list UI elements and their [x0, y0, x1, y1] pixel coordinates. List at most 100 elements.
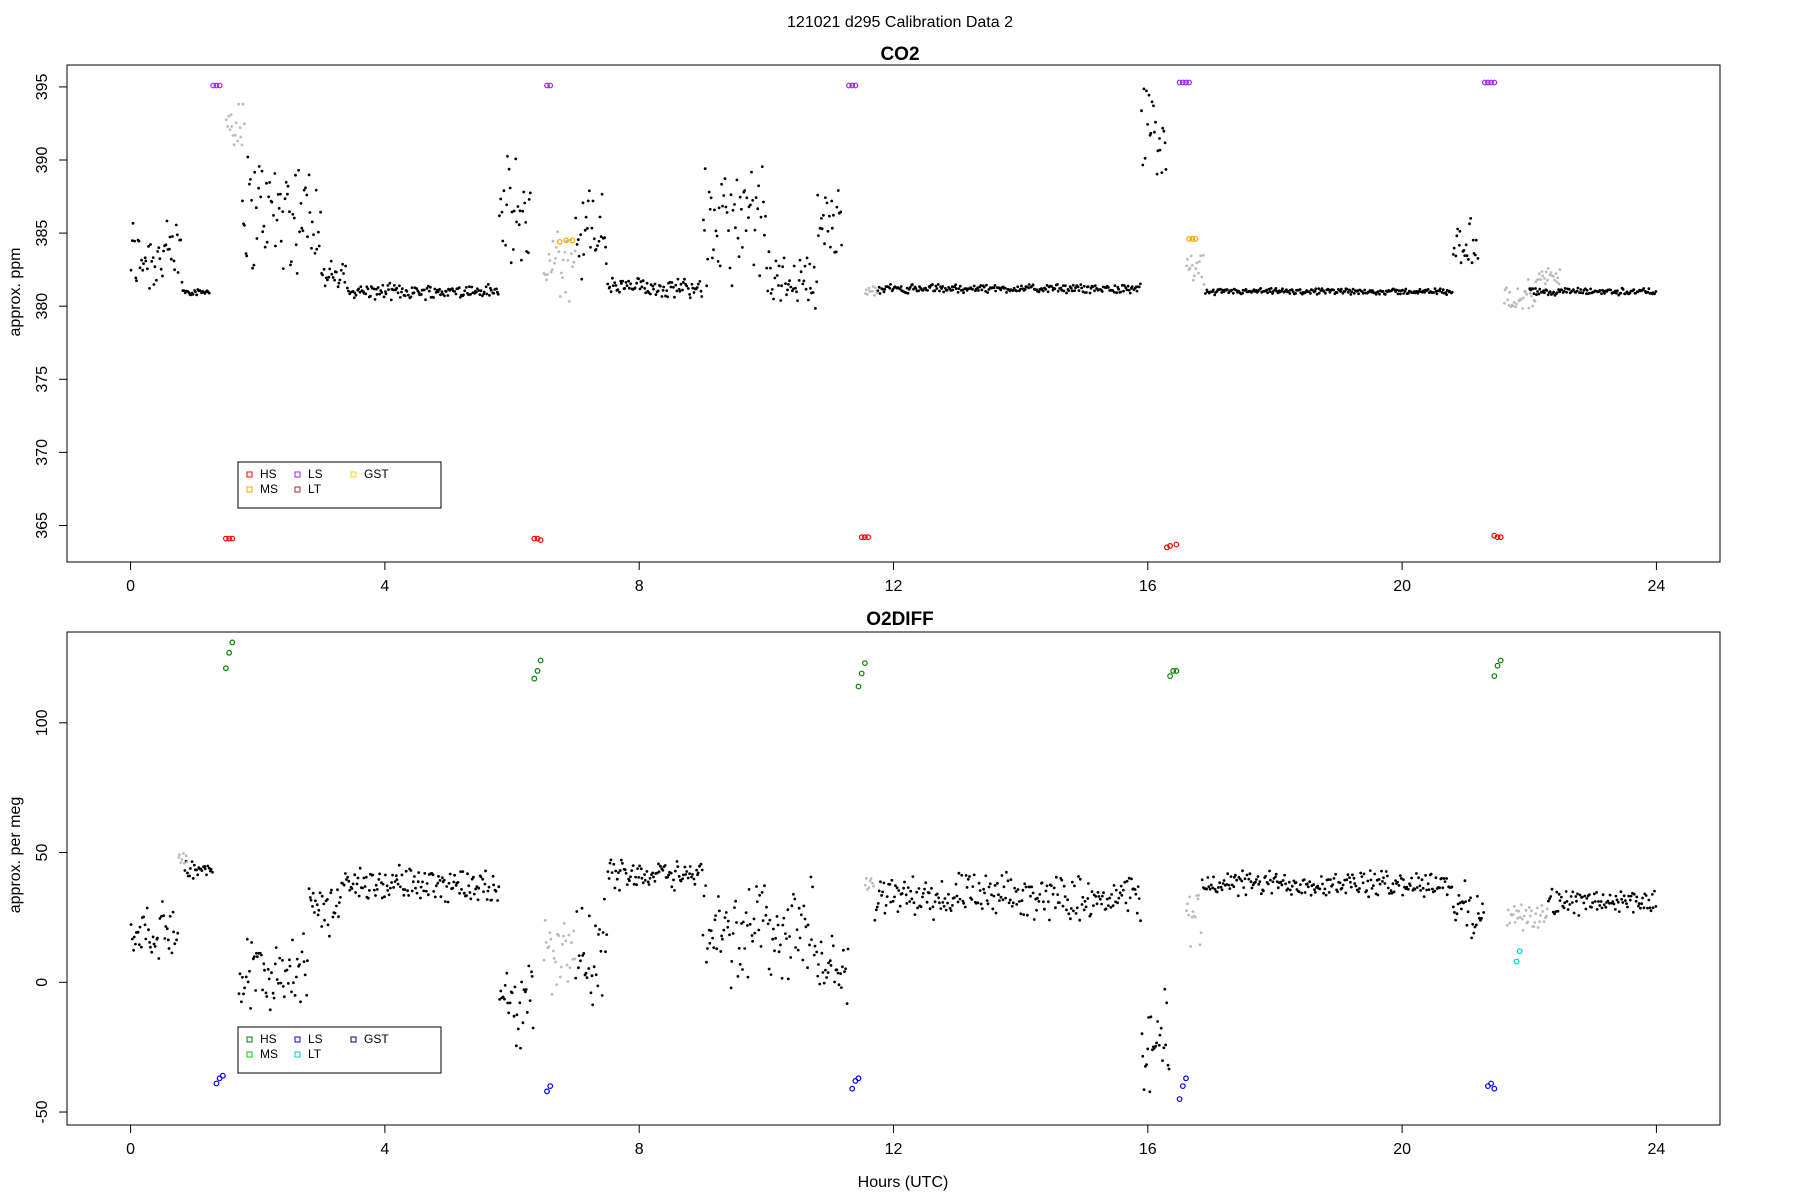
co2-data-point: [1127, 288, 1131, 292]
o2diff-data-point: [1185, 909, 1188, 913]
o2diff-data-point: [1381, 880, 1384, 883]
co2-data-point: [1327, 288, 1331, 292]
o2diff-data-point: [182, 852, 185, 855]
co2-data-point: [1397, 289, 1401, 292]
o2diff-hs-point: [1173, 668, 1180, 674]
o2diff-data-point: [1508, 921, 1512, 925]
o2diff-data-point: [1336, 890, 1339, 894]
o2diff-data-point: [345, 878, 348, 881]
o2diff-data-point: [1042, 900, 1045, 904]
co2-data-point: [1204, 292, 1207, 295]
co2-data-point: [191, 293, 195, 296]
o2diff-data-point: [485, 898, 489, 901]
co2-data-point: [527, 198, 531, 201]
co2-data-point: [1122, 289, 1125, 293]
o2diff-data-point: [1521, 928, 1525, 932]
o2diff-data-point: [1279, 880, 1283, 884]
co2-data-point: [1082, 284, 1086, 288]
o2diff-data-point: [1280, 883, 1284, 887]
o2diff-ls-point: [219, 1072, 226, 1079]
co2-data-point: [1598, 289, 1602, 292]
o2diff-data-point: [438, 879, 442, 882]
co2-data-point: [738, 195, 742, 199]
co2-data-point: [1548, 290, 1552, 294]
o2diff-data-point: [883, 911, 887, 915]
o2diff-data-point: [1574, 895, 1578, 898]
co2-data-point: [1311, 288, 1314, 292]
co2-data-point: [1470, 261, 1474, 265]
co2-data-point: [551, 239, 555, 243]
o2diff-data-point: [512, 1014, 516, 1018]
co2-data-point: [799, 270, 803, 274]
co2-data-point: [803, 264, 807, 268]
co2-data-point: [1471, 238, 1475, 242]
o2diff-data-point: [414, 886, 417, 890]
co2-data-point: [1476, 257, 1480, 260]
co2-data-point: [195, 293, 199, 297]
co2-data-point: [1383, 293, 1387, 296]
co2-data-point: [766, 289, 770, 293]
o2diff-data-point: [1123, 880, 1127, 884]
co2-data-point: [1506, 298, 1509, 302]
o2diff-data-point: [505, 971, 509, 975]
co2-data-point: [330, 272, 334, 276]
co2-data-point: [935, 287, 939, 290]
o2diff-data-point: [1349, 880, 1352, 884]
o2diff-data-point: [1024, 885, 1028, 889]
co2-data-point: [660, 295, 664, 298]
o2diff-data-point: [1313, 888, 1316, 892]
o2diff-data-point: [867, 886, 871, 890]
o2diff-data-point: [1529, 914, 1532, 918]
co2-data-point: [656, 289, 660, 293]
o2diff-data-point: [636, 867, 639, 870]
o2diff-data-point: [1004, 896, 1007, 900]
co2-data-point: [1349, 293, 1353, 296]
o2diff-data-point: [1230, 883, 1234, 887]
o2diff-data-point: [1234, 873, 1237, 877]
co2-data-point: [1553, 278, 1556, 282]
co2-data-point: [323, 284, 327, 288]
o2diff-data-point: [416, 880, 420, 884]
co2-data-point: [1162, 129, 1166, 133]
o2diff-data-point: [461, 870, 465, 873]
o2diff-data-point: [743, 947, 747, 950]
o2diff-data-point: [1626, 905, 1629, 909]
o2diff-data-point: [1593, 900, 1597, 903]
co2-data-point: [590, 226, 594, 230]
o2diff-points: [129, 639, 1658, 1102]
co2-data-point: [1200, 275, 1204, 279]
o2diff-data-point: [1418, 884, 1422, 888]
o2diff-data-point: [1402, 878, 1405, 881]
co2-data-point: [398, 284, 401, 288]
o2diff-data-point: [149, 945, 152, 949]
o2diff-data-point: [290, 990, 293, 994]
co2-data-point: [1440, 291, 1444, 294]
o2diff-data-point: [667, 873, 670, 877]
co2-data-point: [942, 290, 945, 294]
o2diff-data-point: [933, 900, 937, 904]
co2-data-point: [366, 287, 370, 291]
o2diff-data-point: [1198, 943, 1202, 947]
co2-data-point: [1219, 287, 1222, 291]
o2diff-data-point: [686, 876, 690, 880]
o2diff-data-point: [869, 877, 873, 880]
o2diff-data-point: [1243, 877, 1247, 881]
co2-data-point: [1654, 290, 1658, 293]
o2diff-data-point: [1398, 874, 1402, 877]
co2-data-point: [708, 207, 712, 211]
co2-data-point: [553, 261, 556, 265]
o2diff-data-point: [753, 931, 757, 935]
o2diff-data-point: [396, 882, 400, 886]
o2diff-data-point: [1629, 894, 1633, 898]
o2diff-data-point: [983, 891, 986, 895]
o2diff-data-point: [693, 882, 697, 886]
co2-data-point: [1147, 93, 1151, 97]
co2-data-point: [954, 283, 958, 287]
co2-data-point: [709, 196, 713, 200]
o2diff-data-point: [624, 871, 628, 875]
co2-data-point: [1563, 287, 1567, 290]
co2-data-point: [156, 250, 160, 253]
o2diff-data-point: [508, 1001, 512, 1005]
o2diff-data-point: [631, 864, 635, 867]
